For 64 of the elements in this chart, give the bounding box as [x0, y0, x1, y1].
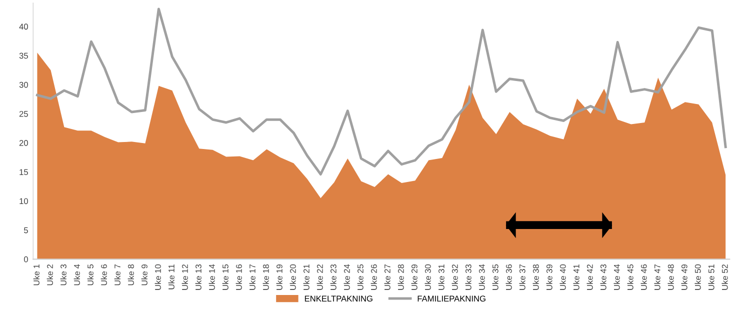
x-tick-label: Uke 30 — [424, 264, 431, 290]
x-tick-label: Uke 46 — [640, 264, 647, 290]
x-tick-label: Uke 47 — [654, 264, 660, 290]
y-tick-label: 15 — [20, 169, 28, 176]
x-tick-label: Uke 1 — [33, 264, 40, 286]
x-tick-label: Uke 51 — [708, 264, 714, 290]
x-tick-label: Uke 14 — [208, 264, 215, 290]
x-tick-label: Uke 4 — [74, 264, 80, 286]
y-tick-label: 10 — [20, 198, 28, 204]
legend-label: FAMILIEPAKNING — [418, 296, 486, 302]
x-tick-label: Uke 50 — [694, 264, 701, 290]
x-tick-label: Uke 34 — [478, 264, 485, 290]
y-tick-label: 35 — [19, 52, 28, 59]
x-tick-label: Uke 35 — [492, 264, 498, 290]
x-tick-label: Uke 19 — [276, 264, 282, 290]
x-tick-label: Uke 17 — [249, 264, 256, 290]
y-tick-label: 40 — [19, 24, 28, 30]
x-tick-label: Uke 22 — [316, 264, 323, 290]
line-series — [36, 8, 727, 176]
x-tick-label: Uke 37 — [519, 264, 526, 290]
x-tick-label: Uke 44 — [614, 264, 620, 290]
x-tick-label: Uke 15 — [222, 264, 228, 290]
y-tick-label: 30 — [19, 82, 28, 88]
x-tick-label: Uke 18 — [262, 264, 269, 290]
x-tick-label: Uke 11 — [168, 264, 174, 290]
x-tick-label: Uke 39 — [546, 264, 552, 290]
x-tick-label: Uke 20 — [290, 264, 296, 290]
x-tick-label: Uke 48 — [668, 264, 674, 290]
x-tick-label: Uke 24 — [344, 264, 350, 290]
x-tick-label: Uke 6 — [100, 264, 107, 286]
x-tick-label: Uke 29 — [411, 264, 418, 290]
x-tick-label: Uke 7 — [114, 264, 120, 286]
x-tick-label: Uke 40 — [560, 264, 566, 290]
x-tick-label: Uke 41 — [573, 264, 580, 290]
legend-label: ENKELTPAKNING — [304, 296, 372, 302]
y-tick-label: 0 — [24, 256, 28, 262]
x-tick-label: Uke 36 — [506, 264, 512, 290]
x-tick-label: Uke 43 — [600, 264, 606, 290]
x-tick-label: Uke 3 — [60, 264, 66, 286]
x-tick-label: Uke 26 — [370, 264, 377, 290]
x-tick-label: Uke 5 — [87, 264, 94, 286]
x-tick-label: Uke 38 — [532, 264, 539, 290]
x-tick-label: Uke 12 — [182, 264, 188, 290]
x-tick-label: Uke 49 — [681, 264, 688, 290]
x-tick-label: Uke 42 — [586, 264, 593, 290]
x-tick-label: Uke 27 — [384, 264, 390, 290]
y-tick-label: 25 — [19, 110, 28, 117]
x-tick-label: Uke 9 — [141, 264, 148, 286]
y-tick-label: 5 — [24, 227, 28, 234]
x-tick-label: Uke 25 — [357, 264, 364, 290]
y-tick-label: 20 — [19, 140, 28, 146]
x-tick-label: Uke 52 — [722, 264, 728, 290]
x-tick-label: Uke 13 — [195, 264, 202, 290]
x-tick-label: Uke 10 — [154, 264, 161, 290]
x-tick-label: Uke 45 — [627, 264, 634, 290]
x-tick-label: Uke 16 — [236, 264, 242, 290]
x-tick-label: Uke 33 — [465, 264, 472, 290]
x-tick-label: Uke 8 — [128, 264, 134, 286]
x-tick-label: Uke 2 — [46, 264, 53, 286]
x-tick-label: Uke 28 — [398, 264, 404, 290]
x-tick-label: Uke 32 — [452, 264, 458, 290]
x-tick-label: Uke 31 — [438, 264, 444, 290]
x-tick-label: Uke 21 — [303, 264, 310, 290]
x-tick-label: Uke 23 — [330, 264, 336, 290]
